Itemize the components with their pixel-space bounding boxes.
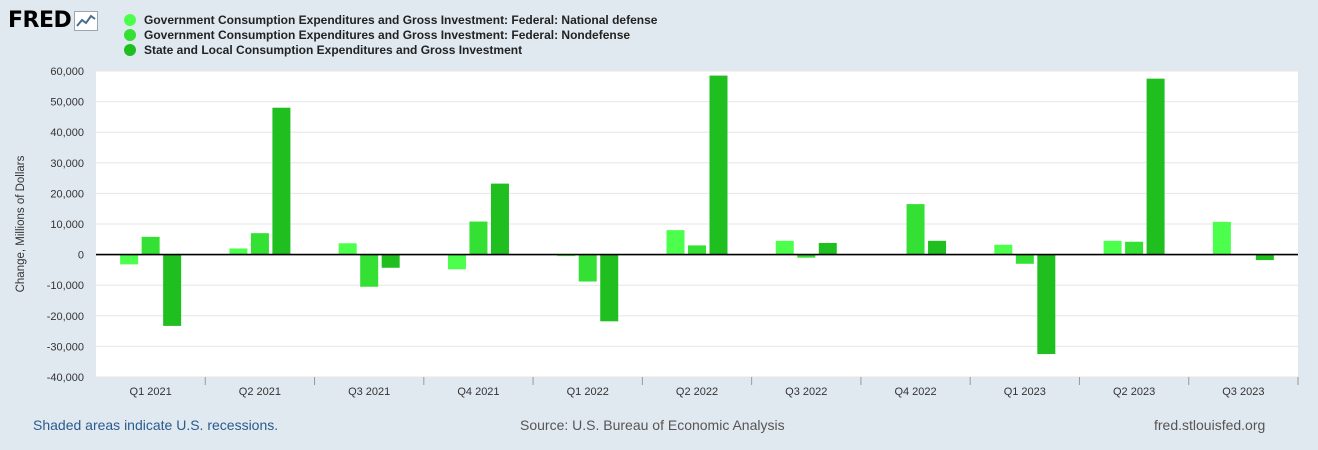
source-note: Source: U.S. Bureau of Economic Analysis: [520, 417, 785, 433]
x-tick-label: Q3 2021: [348, 386, 390, 398]
y-tick-label: -20,000: [47, 311, 84, 323]
x-tick-label: Q2 2022: [676, 386, 718, 398]
x-tick-label: Q3 2022: [785, 386, 827, 398]
bar: [381, 254, 400, 268]
fred-logo-text: FRED: [8, 8, 72, 33]
bar: [272, 107, 291, 255]
bar: [906, 204, 925, 255]
bar: [600, 254, 619, 322]
site-link[interactable]: fred.stlouisfed.org: [1154, 417, 1266, 433]
legend-dot-nondefense: [124, 28, 136, 41]
y-tick-label: 20,000: [50, 188, 84, 200]
bar: [1212, 221, 1231, 255]
x-tick-label: Q3 2023: [1222, 386, 1264, 398]
bar: [1015, 254, 1034, 264]
bar: [163, 254, 182, 326]
legend-label: State and Local Consumption Expenditures…: [144, 42, 523, 57]
x-tick-label: Q4 2022: [894, 386, 936, 398]
bar: [360, 254, 379, 287]
bar: [229, 248, 248, 255]
legend-label: Government Consumption Expenditures and …: [144, 27, 631, 42]
bar: [1037, 254, 1056, 355]
y-tick-label: 60,000: [50, 66, 84, 78]
legend-item-state-local[interactable]: State and Local Consumption Expenditures…: [124, 42, 657, 57]
x-tick-label: Q2 2023: [1113, 386, 1155, 398]
x-tick-label: Q1 2022: [567, 386, 609, 398]
y-axis-label: Change, Millions of Dollars: [15, 155, 27, 292]
y-tick-label: 40,000: [50, 127, 84, 139]
x-tick-label: Q1 2021: [130, 386, 172, 398]
x-tick-label: Q4 2021: [457, 386, 499, 398]
bar: [1103, 240, 1122, 255]
bar: [994, 244, 1013, 255]
bar: [250, 233, 269, 255]
y-tick-label: 0: [78, 250, 84, 262]
x-tick-label: Q1 2023: [1004, 386, 1046, 398]
bar: [120, 254, 139, 265]
recession-note: Shaded areas indicate U.S. recessions.: [33, 417, 279, 433]
bar: [1146, 78, 1165, 255]
bar: [688, 245, 706, 255]
y-tick-label: -30,000: [47, 341, 84, 353]
y-tick-label: 10,000: [50, 219, 84, 231]
bar: [141, 236, 160, 255]
x-tick-label: Q2 2021: [239, 386, 281, 398]
bar: [469, 221, 488, 255]
bar: [797, 254, 816, 258]
legend-label: Government Consumption Expenditures and …: [144, 12, 658, 27]
bar: [928, 240, 947, 255]
bar: [490, 183, 509, 255]
bar: [447, 254, 466, 270]
bar: [1125, 241, 1144, 255]
bar: [775, 240, 794, 255]
bar: [709, 75, 728, 255]
y-tick-label: 50,000: [50, 97, 84, 109]
bar: [578, 254, 597, 282]
y-tick-label: -10,000: [47, 280, 84, 292]
fred-logo[interactable]: FRED: [8, 8, 99, 33]
bar-chart: 60,000 50,000 40,000 30,000 20,000 10,000 0 -10…: [15, 66, 1299, 398]
chart-legend: Government Consumption Expenditures and …: [124, 12, 657, 57]
legend-item-national-defense[interactable]: Government Consumption Expenditures and …: [124, 12, 657, 27]
bar: [1255, 254, 1274, 261]
y-tick-label: 30,000: [50, 158, 84, 170]
legend-item-nondefense[interactable]: Government Consumption Expenditures and …: [124, 27, 657, 42]
legend-dot-national-defense: [124, 13, 136, 26]
bar: [666, 230, 685, 255]
legend-dot-state-local: [124, 43, 136, 56]
chart-trend-icon: [74, 10, 99, 31]
y-tick-label: -40,000: [47, 372, 84, 384]
bar: [338, 243, 357, 255]
bar: [818, 242, 837, 255]
